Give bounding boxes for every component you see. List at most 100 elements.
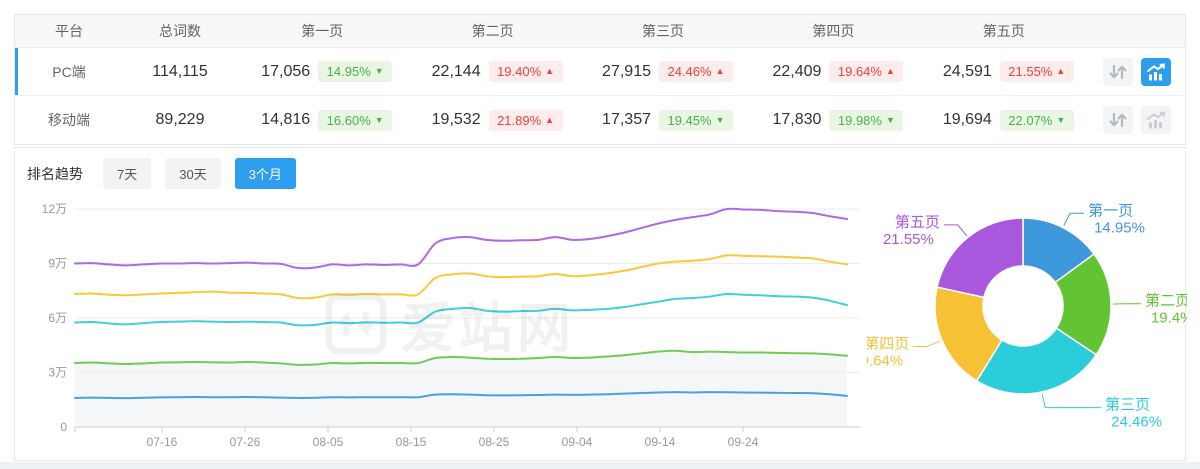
change-badge: 19.40% ▲ bbox=[488, 61, 563, 82]
trend-header: 排名趋势 7天 30天 3个月 bbox=[15, 148, 1185, 189]
arrow-down-icon: ▼ bbox=[715, 114, 725, 125]
trend-chart-icon bbox=[1146, 111, 1165, 129]
trend-chart-icon bbox=[1146, 63, 1165, 80]
change-percent: 14.95% bbox=[326, 64, 371, 79]
arrow-down-icon: ▼ bbox=[1056, 114, 1066, 125]
trend-tab-3个月[interactable]: 3个月 bbox=[234, 158, 296, 189]
trend-line-yellow bbox=[74, 254, 848, 300]
page-count: 24,591 bbox=[942, 62, 992, 80]
page-count: 17,357 bbox=[602, 111, 651, 128]
table-row[interactable]: 移动端 89,229 14,816 16.60% ▼ 19,532 21.89% ▲ 17,35… bbox=[15, 96, 1185, 144]
arrow-up-icon: ▲ bbox=[1056, 66, 1066, 76]
page-count: 17,056 bbox=[261, 62, 311, 80]
sort-icon bbox=[1109, 112, 1127, 128]
donut-label-percent: 24.46% bbox=[1111, 414, 1162, 431]
change-percent: 24.46% bbox=[667, 64, 712, 79]
x-axis-label: 08-25 bbox=[479, 435, 510, 449]
sort-button[interactable] bbox=[1102, 106, 1133, 134]
change-percent: 22.07% bbox=[1008, 112, 1053, 128]
arrow-up-icon: ▲ bbox=[545, 114, 555, 125]
change-badge: 19.64% ▲ bbox=[829, 61, 904, 82]
page4-cell: 17,830 19.98% ▼ bbox=[748, 109, 918, 131]
donut-label-percent: 19.4% bbox=[1151, 310, 1187, 327]
y-axis-label: 6万 bbox=[48, 311, 67, 325]
change-badge: 19.45% ▼ bbox=[658, 109, 733, 131]
column-header-total-words: 总词数 bbox=[159, 23, 201, 39]
y-axis-label: 3万 bbox=[48, 366, 67, 380]
donut-label-percent: 14.95% bbox=[1094, 219, 1145, 236]
rank-trend-panel: 排名趋势 7天 30天 3个月 12万 9万 6万 3万 0 07-16 07-26 08-05 0… bbox=[14, 147, 1187, 461]
trend-title: 排名趋势 bbox=[27, 165, 83, 182]
change-percent: 19.64% bbox=[837, 64, 882, 79]
x-axis-label: 07-16 bbox=[147, 435, 178, 449]
y-axis-label: 0 bbox=[60, 420, 67, 434]
donut-label-name: 第四页 bbox=[867, 335, 909, 353]
page1-cell: 17,056 14.95% ▼ bbox=[237, 61, 407, 82]
total-words-value: 114,115 bbox=[152, 62, 208, 80]
page3-cell: 27,915 24.46% ▲ bbox=[578, 61, 748, 82]
page-count: 19,532 bbox=[431, 111, 481, 128]
page5-cell: 24,591 21.55% ▲ bbox=[919, 61, 1089, 82]
donut-label-connector bbox=[1063, 212, 1085, 226]
page-count: 17,830 bbox=[772, 111, 822, 128]
total-words-value: 89,229 bbox=[155, 111, 205, 128]
change-badge: 22.07% ▼ bbox=[999, 109, 1074, 131]
trend-tab-7天[interactable]: 7天 bbox=[103, 158, 152, 189]
trend-line-chart: 12万 9万 6万 3万 0 07-16 07-26 08-05 08-15 08-25 09-04… bbox=[42, 202, 860, 449]
y-axis-label: 12万 bbox=[42, 202, 67, 216]
trend-tab-30天[interactable]: 30天 bbox=[165, 158, 221, 189]
page1-cell: 14,816 16.60% ▼ bbox=[237, 109, 407, 131]
column-header-page3: 第三页 bbox=[641, 23, 684, 39]
page5-cell: 19,694 22.07% ▼ bbox=[919, 109, 1089, 131]
page2-cell: 22,144 19.40% ▲ bbox=[407, 61, 577, 82]
change-percent: 21.89% bbox=[497, 112, 542, 128]
page2-cell: 19,532 21.89% ▲ bbox=[407, 109, 577, 131]
change-percent: 19.40% bbox=[497, 64, 542, 79]
page-count: 19,694 bbox=[942, 111, 992, 128]
page4-cell: 22,409 19.64% ▲ bbox=[748, 61, 918, 82]
column-header-page2: 第二页 bbox=[471, 23, 514, 39]
chart-toggle-button[interactable] bbox=[1140, 57, 1171, 86]
chart-toggle-button[interactable] bbox=[1140, 106, 1171, 134]
change-percent: 19.98% bbox=[837, 112, 882, 128]
arrow-down-icon: ▼ bbox=[885, 114, 895, 125]
x-axis-label: 07-26 bbox=[230, 435, 261, 449]
trend-line-blue bbox=[74, 391, 848, 400]
sort-button[interactable] bbox=[1102, 57, 1133, 86]
page-count: 22,409 bbox=[772, 62, 822, 80]
x-axis-label: 08-15 bbox=[396, 435, 427, 449]
trend-range-tabs: 7天 30天 3个月 bbox=[103, 158, 296, 189]
donut-label-connector bbox=[1041, 393, 1102, 409]
arrow-down-icon: ▼ bbox=[374, 114, 384, 125]
page-count: 27,915 bbox=[602, 62, 651, 80]
page-count: 14,816 bbox=[261, 111, 311, 128]
donut-label-percent: 19.64% bbox=[867, 353, 903, 370]
donut-label-connector bbox=[913, 340, 941, 348]
donut-label-name: 第五页 bbox=[895, 213, 940, 231]
page-background-strip bbox=[0, 462, 1200, 469]
y-axis-label: 9万 bbox=[48, 257, 67, 271]
arrow-down-icon: ▼ bbox=[374, 66, 384, 76]
x-axis-label: 09-14 bbox=[645, 435, 676, 449]
trend-area-fill bbox=[75, 350, 847, 427]
change-percent: 19.45% bbox=[667, 112, 712, 128]
donut-label-name: 第一页 bbox=[1088, 201, 1133, 219]
row-actions bbox=[1089, 57, 1185, 86]
donut-label-connector bbox=[943, 224, 968, 237]
change-badge: 24.46% ▲ bbox=[658, 61, 733, 82]
donut-slice-page5[interactable] bbox=[936, 217, 1024, 299]
trend-line-cyan bbox=[74, 292, 848, 327]
change-badge: 21.55% ▲ bbox=[999, 61, 1074, 82]
platform-label: PC端 bbox=[52, 63, 86, 80]
table-header-row: 平台 总词数 第一页 第二页 第三页 第四页 第五页 bbox=[15, 15, 1185, 48]
x-axis-label: 08-05 bbox=[313, 435, 344, 449]
change-badge: 16.60% ▼ bbox=[318, 109, 393, 131]
donut-slice-page3[interactable] bbox=[975, 327, 1098, 395]
change-badge: 14.95% ▼ bbox=[318, 61, 393, 82]
row-actions bbox=[1089, 106, 1185, 134]
arrow-up-icon: ▲ bbox=[885, 66, 895, 76]
table-row[interactable]: PC端 114,115 17,056 14.95% ▼ 22,144 19.40% ▲ 27,9… bbox=[15, 48, 1185, 96]
change-badge: 21.89% ▲ bbox=[488, 109, 563, 131]
donut-label-name: 第二页 bbox=[1145, 292, 1187, 310]
